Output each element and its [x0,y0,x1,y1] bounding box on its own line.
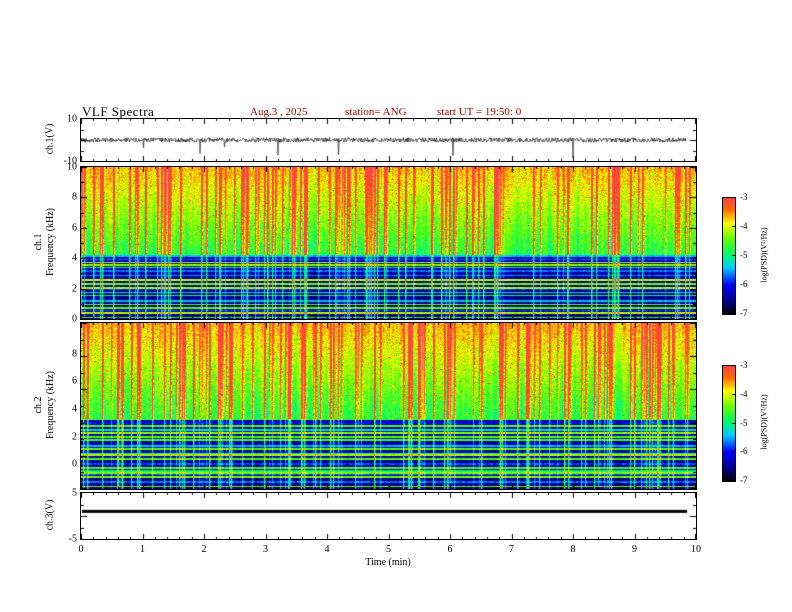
ch1-spec-y-tick-label: 0 [72,313,77,325]
ch1-spec-y-tick-label: 6 [72,222,77,234]
colorbar-tick-label: -5 [740,250,748,260]
ch2-spec-y-tick-label: 6 [72,375,77,387]
colorbar-tick-label: -4 [740,221,748,231]
ch2-frequency-axis-label: ch.2 Frequency (kHz) [33,371,57,439]
colorbar-tick-mark [732,197,736,198]
colorbar-tick-label: -3 [740,360,748,370]
ch2-spec-y-tick-label: 2 [72,431,77,443]
ch2-frequency-axis-label-line1: ch.2 [33,396,44,414]
x-tick-label: 3 [263,544,268,555]
header-station: station= ANG [345,106,407,118]
colorbar-tick-mark [732,422,736,424]
ch1-spec-y-tick-label: 4 [72,252,77,264]
colorbar-tick-label: -7 [740,475,748,485]
colorbar-tick-label: -3 [740,192,748,202]
x-tick-label: 8 [570,544,576,555]
colorbar-tick-mark [732,365,736,366]
colorbar-tick-mark [732,451,736,453]
colorbar-tick-label: -5 [740,417,748,428]
ch3-wave-y-tick-label: -5 [68,533,77,545]
ch1-frequency-axis-label: ch.1 Frequency (kHz) [33,208,57,276]
header-date: Aug.3 , 2025 [250,106,308,118]
ch1-spectrogram-panel [80,166,697,320]
ch1-spec-y-tick-label: 2 [72,283,77,295]
x-tick-label: 7 [509,544,514,555]
ch1-spec-y-tick-label: 8 [72,191,77,203]
colorbar-tick-mark [732,393,736,395]
colorbar-tick-label: -7 [740,308,748,318]
colorbar-tick-label: -6 [740,279,748,289]
ch2-spec-y-tick-label: 0 [72,458,77,470]
ch1-wave-y-tick-label: 10 [67,113,77,125]
ch1-colorbar-label: log(PSD)(V²/Hz) [759,227,769,283]
ch1-frequency-axis-label-line1: ch.1 [33,233,44,251]
header-start-ut: start UT = 19:50: 0 [437,106,522,118]
colorbar-tick-label: -4 [740,388,748,399]
ch2-spectrogram-panel [80,322,697,490]
ch2-spec-y-tick-label: 8 [72,348,77,360]
ch1-voltage-axis-label: ch.1(V) [44,123,56,155]
x-tick-label: 5 [386,544,391,555]
colorbar-tick-mark [732,480,736,481]
ch1-spec-y-tick-label: 10 [67,161,77,173]
ch3-wave-y-tick-label: 5 [72,487,77,499]
ch2-colorbar-label: log(PSD)(V²/Hz) [759,394,769,450]
colorbar-tick-mark [732,226,736,227]
time-axis-label: Time (min) [365,557,411,568]
x-tick-label: 9 [632,544,637,555]
ch1-colorbar [722,197,736,315]
x-tick-label: 10 [691,544,701,555]
x-tick-label: 6 [447,544,453,555]
x-tick-label: 1 [140,544,145,555]
colorbar-tick-mark [732,313,736,314]
colorbar-tick-label: -6 [740,446,748,457]
x-tick-label: 4 [324,544,330,555]
ch1-waveform-panel [80,118,697,162]
x-tick-label: 2 [201,544,207,555]
figure-title: VLF Spectra [82,104,155,119]
ch3-voltage-axis-label: ch.3(V) [44,499,56,531]
colorbar-tick-mark [732,284,736,285]
ch1-wave-y-tick-label: -10 [63,155,77,167]
ch2-colorbar [722,365,736,482]
ch3-waveform-panel [80,492,697,540]
ch1-frequency-axis-label-line2: Frequency (kHz) [45,207,56,277]
x-tick-label: 0 [78,544,84,555]
colorbar-tick-mark [732,255,736,256]
ch2-spec-y-tick-label: 4 [72,403,77,415]
ch2-frequency-axis-label-line2: Frequency (kHz) [45,370,56,440]
